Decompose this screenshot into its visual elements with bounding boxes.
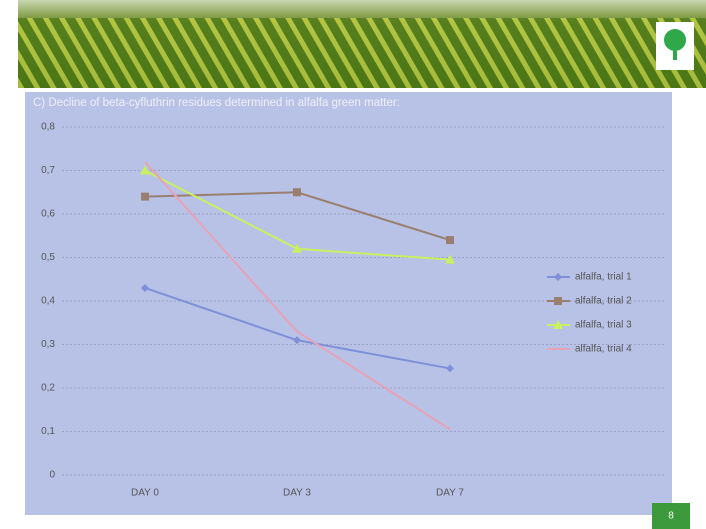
page-number-box bbox=[652, 503, 690, 529]
point bbox=[141, 192, 149, 201]
legend-label: alfalfa, trial 4 bbox=[575, 344, 632, 355]
legend-label: alfalfa, trial 1 bbox=[575, 272, 632, 283]
point bbox=[446, 236, 454, 245]
page-number: 8 bbox=[668, 511, 674, 522]
series-line bbox=[144, 161, 451, 431]
y-tick-label: 0,3 bbox=[41, 339, 55, 350]
x-tick-label: DAY 0 bbox=[131, 488, 159, 499]
chart-area bbox=[25, 92, 672, 515]
point bbox=[553, 320, 563, 329]
point bbox=[446, 364, 454, 373]
y-tick-label: 0,4 bbox=[41, 296, 55, 307]
legend-label: alfalfa, trial 3 bbox=[575, 320, 632, 331]
y-tick-label: 0 bbox=[49, 470, 55, 481]
x-tick-label: DAY 7 bbox=[436, 488, 464, 499]
point bbox=[554, 297, 562, 305]
point bbox=[292, 243, 302, 253]
y-tick-label: 0,6 bbox=[41, 209, 55, 220]
point bbox=[141, 283, 149, 292]
y-tick-label: 0,7 bbox=[41, 165, 55, 176]
y-tick-label: 0,5 bbox=[41, 252, 55, 263]
chart-title: C) Decline of beta-cyfluthrin residues d… bbox=[33, 97, 400, 109]
point bbox=[293, 336, 301, 345]
point bbox=[445, 254, 455, 264]
point bbox=[554, 273, 562, 281]
point bbox=[140, 165, 150, 175]
banner bbox=[18, 0, 706, 88]
legend-label: alfalfa, trial 2 bbox=[575, 296, 632, 307]
y-tick-label: 0,1 bbox=[41, 426, 55, 437]
y-tick-label: 0,2 bbox=[41, 383, 55, 394]
x-tick-label: DAY 3 bbox=[283, 488, 311, 499]
point bbox=[293, 188, 301, 197]
plot: 0 0,1 0,2 0,3 0,4 0,5 0,6 0,7 0,8 DAY 0 DAY 3 DAY 7… bbox=[41, 122, 665, 499]
y-tick-label: 0,8 bbox=[41, 122, 55, 133]
